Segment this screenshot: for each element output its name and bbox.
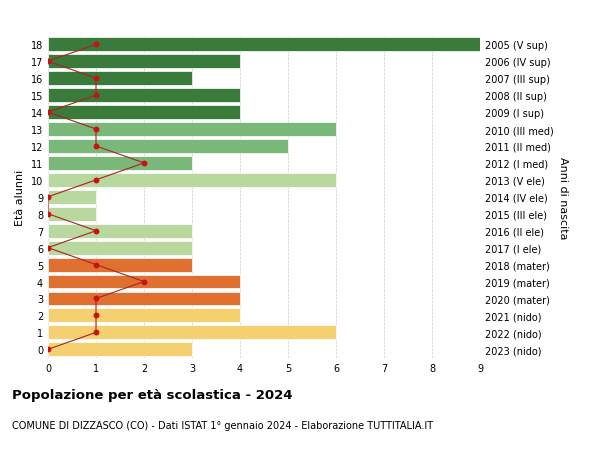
Point [139,160,149,167]
Point [91,41,101,49]
Point [91,261,101,269]
Bar [48,55,240,69]
Point [91,92,101,100]
Y-axis label: Età alunni: Età alunni [15,169,25,225]
Point [91,143,101,150]
Point [43,194,53,201]
Bar [48,89,240,103]
Bar [48,207,96,221]
Bar [48,309,240,323]
Point [91,126,101,134]
Bar [48,258,192,272]
Point [91,295,101,302]
Text: COMUNE DI DIZZASCO (CO) - Dati ISTAT 1° gennaio 2024 - Elaborazione TUTTITALIA.I: COMUNE DI DIZZASCO (CO) - Dati ISTAT 1° … [12,420,433,430]
Bar [48,174,336,187]
Point [43,346,53,353]
Text: Popolazione per età scolastica - 2024: Popolazione per età scolastica - 2024 [12,388,293,401]
Bar [48,326,336,340]
Bar [48,38,480,52]
Legend: Sec. II grado, Sec. I grado, Scuola Primaria, Scuola Infanzia, Asilo Nido, Stran: Sec. II grado, Sec. I grado, Scuola Prim… [28,0,500,1]
Y-axis label: Anni di nascita: Anni di nascita [557,156,568,239]
Bar [48,140,288,154]
Point [91,329,101,336]
Point [43,245,53,252]
Point [43,109,53,117]
Bar [48,275,240,289]
Point [91,228,101,235]
Bar [48,241,192,255]
Bar [48,157,192,170]
Bar [48,106,240,120]
Bar [48,342,192,357]
Bar [48,190,96,204]
Point [91,312,101,319]
Bar [48,72,192,86]
Bar [48,292,240,306]
Point [91,177,101,184]
Bar [48,224,192,238]
Point [43,58,53,66]
Point [43,211,53,218]
Point [139,278,149,285]
Bar [48,123,336,137]
Point [91,75,101,83]
